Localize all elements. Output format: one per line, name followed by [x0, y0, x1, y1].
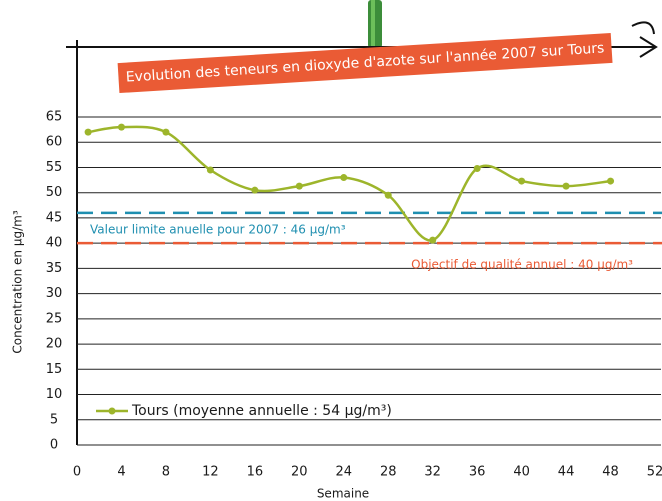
- data-point: [563, 183, 570, 190]
- data-point: [385, 192, 392, 199]
- x-tick-label: 44: [558, 465, 575, 480]
- data-point: [429, 237, 436, 244]
- x-tick-label: 20: [291, 465, 308, 480]
- x-tick-label: 12: [202, 465, 219, 480]
- data-point: [296, 183, 303, 190]
- y-axis-label: Concentration en µg/m³: [11, 210, 25, 353]
- y-tick-label: 20: [46, 337, 63, 352]
- data-point: [518, 178, 525, 185]
- y-tick-label: 35: [46, 261, 63, 276]
- y-tick-label: 0: [50, 438, 58, 453]
- x-tick-label: 40: [513, 465, 530, 480]
- data-point: [207, 166, 214, 173]
- y-tick-label: 15: [46, 362, 63, 377]
- data-point: [340, 174, 347, 181]
- chart: Evolution des teneurs en dioxyde d'azote…: [0, 0, 662, 501]
- pin-highlight: [371, 0, 375, 46]
- x-tick-label: 24: [335, 465, 352, 480]
- x-tick-label: 4: [117, 465, 125, 480]
- data-point: [162, 129, 169, 136]
- y-tick-label: 30: [46, 286, 63, 301]
- data-point: [118, 124, 125, 131]
- legend-label: Tours (moyenne annuelle : 54 µg/m³): [131, 403, 392, 419]
- y-tick-label: 45: [46, 210, 63, 225]
- title-banner: Evolution des teneurs en dioxyde d'azote…: [118, 33, 613, 93]
- y-tick-label: 40: [46, 236, 63, 251]
- x-tick-label: 8: [162, 465, 170, 480]
- y-tick-label: 55: [46, 160, 63, 175]
- x-tick-label: 32: [424, 465, 441, 480]
- y-tick-label: 5: [50, 412, 58, 427]
- x-axis-label: Semaine: [317, 487, 369, 501]
- y-tick-label: 60: [46, 135, 63, 150]
- reference-label: Valeur limite anuelle pour 2007 : 46 µg/…: [90, 222, 346, 236]
- data-point: [607, 178, 614, 185]
- x-tick-label: 36: [469, 465, 486, 480]
- y-tick-label: 25: [46, 311, 63, 326]
- y-tick-label: 10: [46, 387, 63, 402]
- x-tick-label: 52: [647, 465, 662, 480]
- legend-marker: [109, 408, 116, 415]
- data-point: [474, 165, 481, 172]
- x-tick-label: 28: [380, 465, 397, 480]
- data-point: [85, 129, 92, 136]
- reference-label: Objectif de qualité annuel : 40 µg/m³: [411, 258, 633, 272]
- y-tick-label: 50: [46, 185, 63, 200]
- arrow-head: [632, 22, 656, 57]
- x-tick-label: 48: [602, 465, 619, 480]
- data-point: [251, 187, 258, 194]
- y-tick-label: 65: [46, 110, 63, 125]
- x-tick-label: 16: [247, 465, 264, 480]
- x-tick-label: 0: [73, 465, 81, 480]
